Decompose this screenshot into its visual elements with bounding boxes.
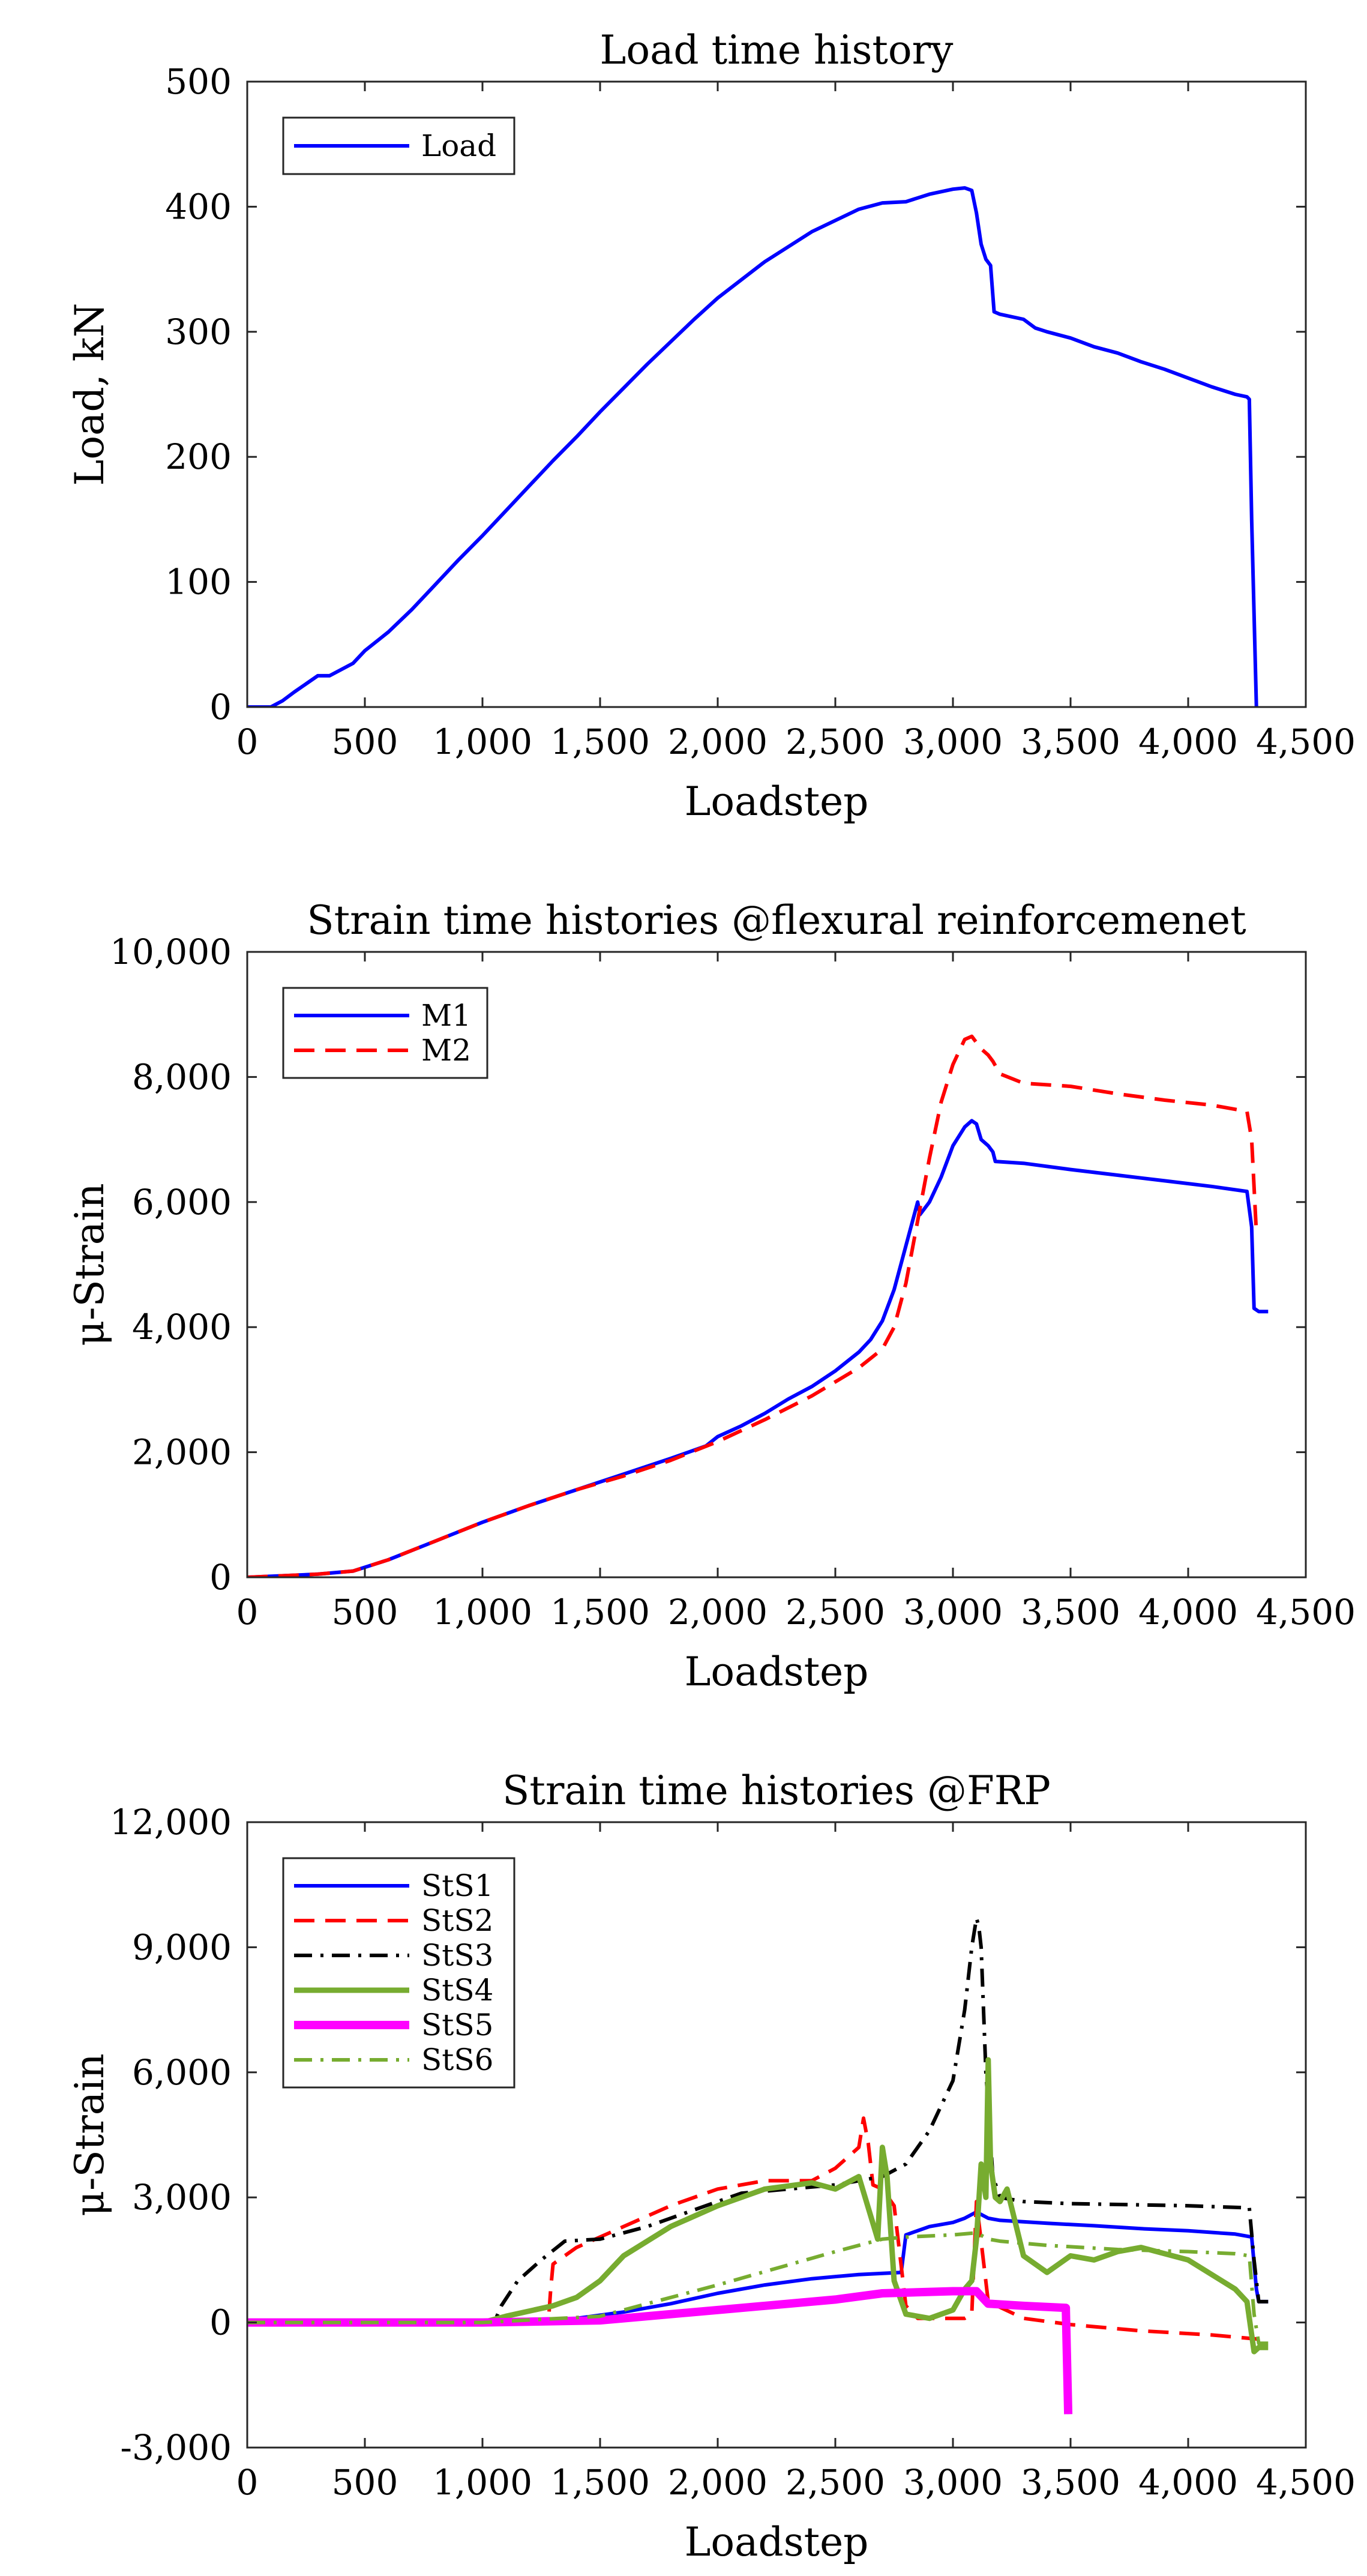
y-axis-label: μ-Strain [67,2053,113,2216]
series-line-m1 [247,1119,1269,1577]
y-tick-label: 9,000 [132,1927,232,1967]
x-tick-label: 4,500 [1256,721,1356,762]
series-group [247,1916,1269,2415]
x-tick-label: 2,500 [786,721,885,762]
series-line-sts1 [247,2210,1269,2325]
y-tick-label: 12,000 [110,1802,232,1843]
x-tick-label: 1,000 [433,721,532,762]
y-tick-label: 4,000 [132,1307,232,1347]
y-tick-label: 10,000 [110,931,232,972]
y-tick-label: -3,000 [120,2427,232,2468]
x-tick-label: 2,500 [786,1592,885,1633]
legend-box [282,1857,515,2089]
x-tick-label: 0 [236,2462,259,2503]
y-tick-label: 2,000 [132,1432,232,1473]
x-tick-label: 3,500 [1021,721,1120,762]
x-tick-label: 1,500 [550,2462,650,2503]
y-tick-label: 100 [165,562,232,603]
x-tick-label: 1,500 [550,1592,650,1633]
legend-label-load: Load [421,128,496,163]
x-tick-label: 3,000 [903,721,1003,762]
x-tick-label: 3,500 [1021,2462,1120,2503]
y-tick-label: 3,000 [132,2177,232,2218]
legend-label-sts3: StS3 [421,1938,493,1973]
series-group [247,1034,1269,1577]
x-tick-label: 500 [332,2462,398,2503]
x-tick-label: 2,500 [786,2462,885,2503]
x-tick-label: 500 [332,1592,398,1633]
x-tick-label: 3,500 [1021,1592,1120,1633]
x-axis-label: Loadstep [685,778,869,825]
axes-box [246,951,1307,1578]
x-axis-label: Loadstep [685,1649,869,1695]
x-tick-label: 0 [236,721,259,762]
y-tick-label: 400 [165,186,232,227]
legend-label-sts5: StS5 [421,2008,493,2042]
x-axis-label: Loadstep [685,2519,869,2565]
legend-label-sts6: StS6 [421,2042,493,2077]
x-tick-label: 3,000 [903,2462,1003,2503]
legend: Load [282,116,515,175]
y-axis-label: μ-Strain [67,1183,113,1346]
axes-box [246,80,1307,708]
chart-1: Load time history 0 500 1,000 1,500 2,000 2,50… [67,27,1356,825]
x-tick-label: 1,000 [433,2462,532,2503]
legend-label-sts2: StS2 [421,1903,493,1938]
y-tick-label: 0 [209,687,232,727]
x-tick-label: 1,000 [433,1592,532,1633]
chart-3: Strain time histories @FRP 0 500 1,000 1,500… [67,1768,1356,2565]
x-tick-label: 4,000 [1138,721,1238,762]
x-tick-label: 500 [332,721,398,762]
series-line-sts3 [247,1916,1269,2325]
y-tick-label: 200 [165,436,232,477]
x-tick-label: 2,000 [668,721,768,762]
chart-title: Strain time histories @FRP [502,1768,1051,1814]
axes-box [246,1821,1307,2449]
legend-box [282,987,488,1079]
x-tick-label: 1,500 [550,721,650,762]
legend-label-m1: M1 [421,998,471,1033]
x-tick-label: 4,000 [1138,1592,1238,1633]
legend-label-sts4: StS4 [421,1973,493,2008]
legend-label-sts1: StS1 [421,1868,493,1903]
y-tick-label: 6,000 [132,1182,232,1223]
y-tick-label: 500 [165,61,232,102]
series-line-m2 [247,1034,1258,1577]
series-line-sts6 [247,2231,1269,2346]
series-line-load [247,186,1258,707]
y-tick-label: 0 [209,1557,232,1598]
series-group [247,186,1258,707]
y-axis-label: Load, kN [67,303,113,486]
chart-2: Strain time histories @flexural reinforc… [67,897,1356,1695]
y-tick-label: 8,000 [132,1056,232,1097]
y-tick-label: 0 [209,2302,232,2343]
y-tick-label: 300 [165,311,232,352]
x-tick-label: 2,000 [668,2462,768,2503]
series-line-sts5 [247,2287,1073,2415]
x-tick-label: 2,000 [668,1592,768,1633]
chart-title: Strain time histories @flexural reinforc… [307,897,1246,943]
x-tick-label: 3,000 [903,1592,1003,1633]
x-tick-label: 0 [236,1592,259,1633]
x-tick-label: 4,500 [1256,1592,1356,1633]
chart-title: Load time history [600,27,954,73]
y-tick-label: 6,000 [132,2052,232,2093]
x-tick-label: 4,500 [1256,2462,1356,2503]
x-tick-label: 4,000 [1138,2462,1238,2503]
legend-label-m2: M2 [421,1033,471,1068]
